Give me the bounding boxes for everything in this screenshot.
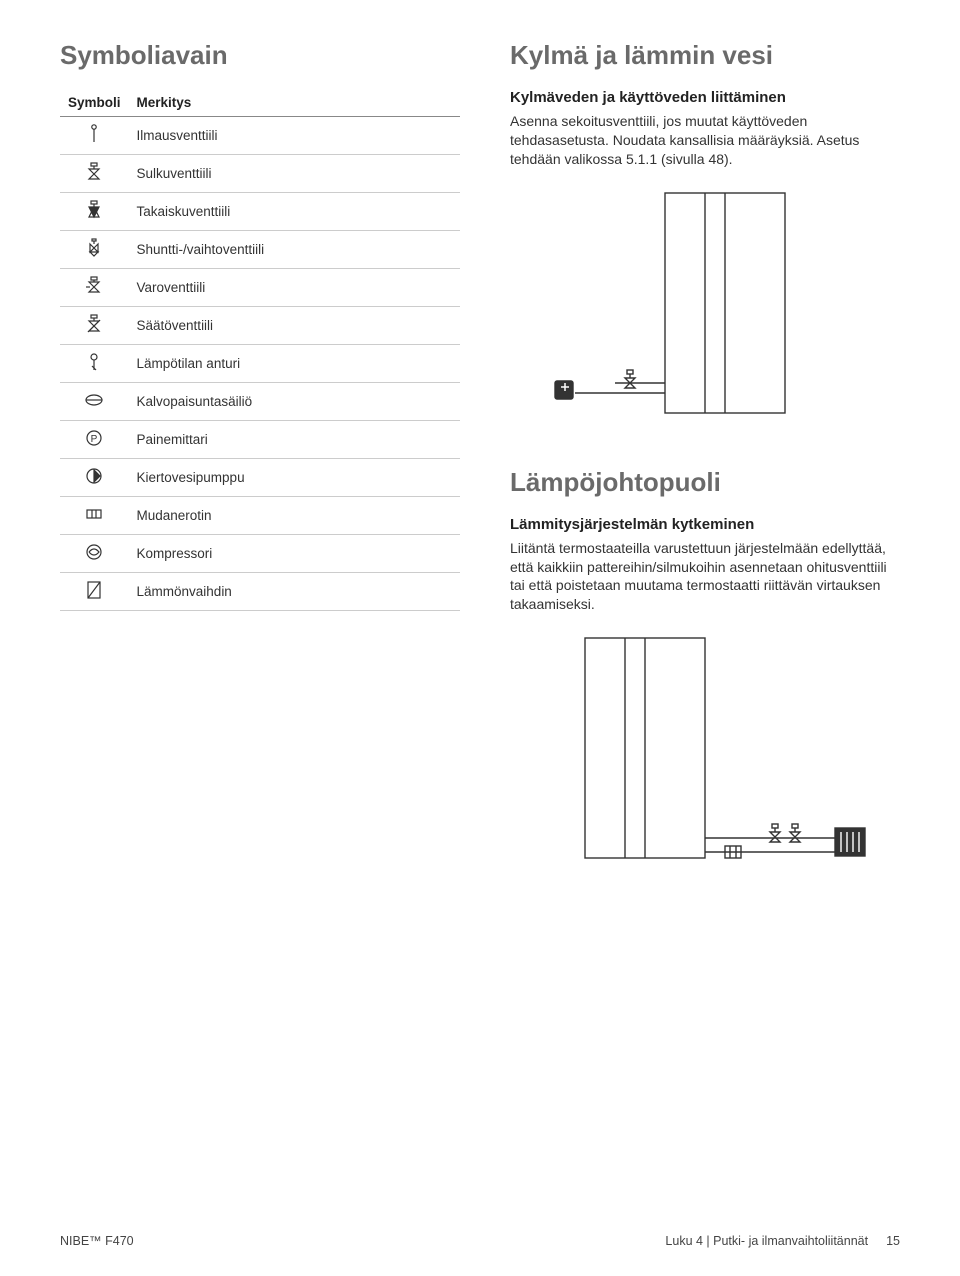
cold-hot-water-heading: Kylmä ja lämmin vesi bbox=[510, 40, 900, 71]
footer-chapter: Luku 4 | Putki- ja ilmanvaihtoliitännät bbox=[665, 1234, 868, 1248]
cold-water-connect-subhead: Kylmäveden ja käyttöveden liittäminen bbox=[510, 89, 900, 106]
table-row: Lämpötilan anturi bbox=[60, 345, 460, 383]
col-symbol: Symboli bbox=[60, 89, 129, 117]
safety-valve-icon bbox=[60, 269, 129, 307]
pressure-gauge-icon: P bbox=[60, 421, 129, 459]
label: Kiertovesipumppu bbox=[129, 459, 460, 497]
label: Painemittari bbox=[129, 421, 460, 459]
table-row: Shuntti-/vaihtoventtiili bbox=[60, 231, 460, 269]
label: Lämmönvaihdin bbox=[129, 573, 460, 611]
label: Säätöventtiili bbox=[129, 307, 460, 345]
symbol-key-heading: Symboliavain bbox=[60, 40, 460, 71]
heating-side-heading: Lämpöjohtopuoli bbox=[510, 467, 900, 498]
label: Ilmausventtiili bbox=[129, 117, 460, 155]
circulation-pump-icon bbox=[60, 459, 129, 497]
symbol-table: Symboli Merkitys Ilmausventtiili Sulkuve… bbox=[60, 89, 460, 611]
label: Varoventtiili bbox=[129, 269, 460, 307]
diagram-water bbox=[510, 183, 900, 443]
heat-exchanger-icon bbox=[60, 573, 129, 611]
shunt-valve-icon bbox=[60, 231, 129, 269]
label: Kompressori bbox=[129, 535, 460, 573]
heating-paragraph: Liitäntä termostaateilla varustettuun jä… bbox=[510, 539, 900, 615]
table-row: Kiertovesipumppu bbox=[60, 459, 460, 497]
table-row: Kalvopaisuntasäiliö bbox=[60, 383, 460, 421]
cold-water-paragraph: Asenna sekoitusventtiili, jos muutat käy… bbox=[510, 112, 900, 169]
shutoff-valve-icon bbox=[60, 155, 129, 193]
temp-sensor-icon bbox=[60, 345, 129, 383]
compressor-icon bbox=[60, 535, 129, 573]
table-row: Kompressori bbox=[60, 535, 460, 573]
table-row: Sulkuventtiili bbox=[60, 155, 460, 193]
check-valve-icon bbox=[60, 193, 129, 231]
table-row: Ilmausventtiili bbox=[60, 117, 460, 155]
footer-product: NIBE™ F470 bbox=[60, 1234, 134, 1248]
label: Sulkuventtiili bbox=[129, 155, 460, 193]
table-row: P Painemittari bbox=[60, 421, 460, 459]
control-valve-icon bbox=[60, 307, 129, 345]
footer-page-number: 15 bbox=[886, 1234, 900, 1248]
expansion-vessel-icon bbox=[60, 383, 129, 421]
table-row: Mudanerotin bbox=[60, 497, 460, 535]
strainer-icon bbox=[60, 497, 129, 535]
table-row: Varoventtiili bbox=[60, 269, 460, 307]
col-meaning: Merkitys bbox=[129, 89, 460, 117]
vent-valve-icon bbox=[60, 117, 129, 155]
svg-text:P: P bbox=[91, 434, 98, 445]
label: Lämpötilan anturi bbox=[129, 345, 460, 383]
table-row: Lämmönvaihdin bbox=[60, 573, 460, 611]
heating-connect-subhead: Lämmitysjärjestelmän kytkeminen bbox=[510, 516, 900, 533]
table-row: Takaiskuventtiili bbox=[60, 193, 460, 231]
label: Mudanerotin bbox=[129, 497, 460, 535]
page-footer: NIBE™ F470 Luku 4 | Putki- ja ilmanvaiht… bbox=[60, 1234, 900, 1248]
label: Takaiskuventtiili bbox=[129, 193, 460, 231]
table-row: Säätöventtiili bbox=[60, 307, 460, 345]
diagram-heating bbox=[510, 628, 900, 888]
label: Kalvopaisuntasäiliö bbox=[129, 383, 460, 421]
label: Shuntti-/vaihtoventtiili bbox=[129, 231, 460, 269]
